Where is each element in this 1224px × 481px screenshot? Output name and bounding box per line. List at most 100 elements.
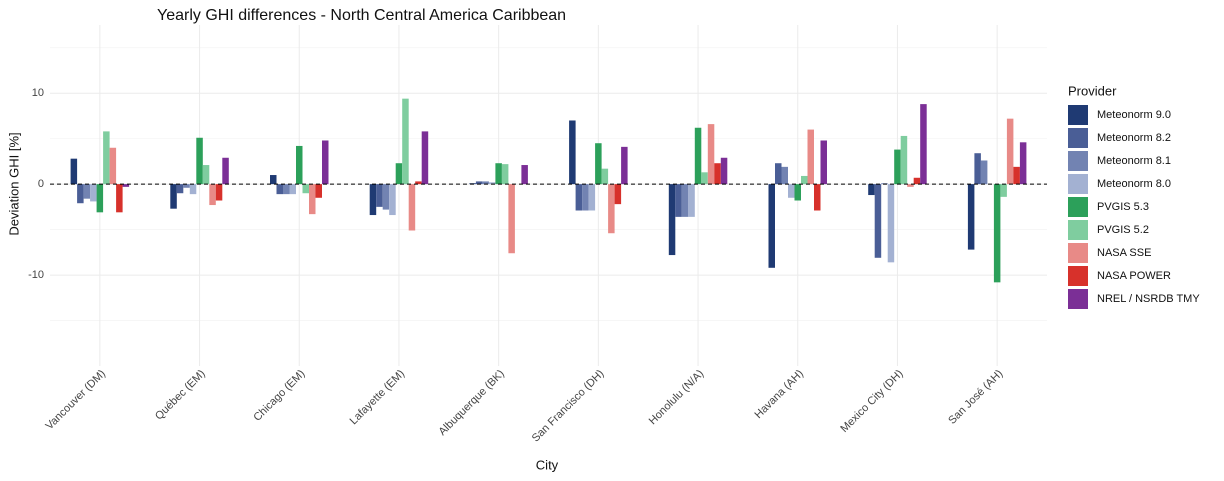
bar [668, 184, 676, 256]
bar [103, 131, 110, 185]
bar [196, 137, 203, 185]
bar [302, 184, 309, 194]
bar [1006, 118, 1014, 185]
x-tick-label: Vancouver (DM) [43, 368, 108, 433]
bar [83, 184, 91, 199]
x-tick-label: Chicago (EM) [251, 368, 307, 424]
x-tick-label: San José (AH) [946, 368, 1005, 427]
bar [376, 184, 383, 207]
bar [408, 184, 416, 231]
bar [913, 177, 921, 185]
x-tick-label: Mexico City (DH) [838, 368, 905, 435]
legend-swatch [1068, 128, 1088, 148]
bar [720, 157, 728, 185]
legend-label: Meteonorm 9.0 [1097, 109, 1171, 121]
legend-swatch [1068, 289, 1088, 309]
bar [595, 143, 602, 185]
bar [967, 184, 975, 250]
bar [215, 184, 223, 201]
y-tick-label: 10 [32, 87, 44, 99]
bar [402, 98, 409, 185]
bar [289, 184, 296, 195]
bar [77, 184, 84, 204]
bar [681, 184, 689, 217]
bar [170, 184, 177, 209]
legend-title: Provider [1068, 83, 1117, 98]
bar [614, 184, 622, 205]
bar [116, 184, 123, 213]
legend-swatch [1068, 151, 1088, 171]
bar [601, 168, 609, 185]
bar [887, 184, 895, 263]
chart-title: Yearly GHI differences - North Central A… [157, 7, 566, 24]
bar [768, 184, 775, 268]
bar [395, 163, 403, 185]
bar [270, 175, 277, 185]
bar [920, 104, 927, 185]
bar [495, 163, 502, 185]
x-tick-label: Lafayette (EM) [348, 368, 407, 427]
legend-swatch [1068, 105, 1088, 125]
bar [807, 129, 814, 185]
bar [382, 184, 390, 210]
bar [296, 145, 303, 185]
bar [283, 184, 290, 195]
bar [569, 120, 576, 185]
bar [788, 184, 795, 198]
y-tick-label: -10 [28, 269, 44, 281]
bar [694, 127, 702, 185]
bar [675, 184, 682, 217]
legend-label: NASA SSE [1097, 247, 1151, 259]
legend-swatch [1068, 197, 1088, 217]
bar [868, 184, 875, 196]
bar [488, 182, 496, 185]
x-tick-label: Honolulu (N/A) [647, 368, 706, 427]
bar [202, 165, 210, 185]
bar [122, 184, 130, 187]
legend-swatch [1068, 243, 1088, 263]
bar [482, 181, 489, 185]
bar [820, 140, 827, 185]
bar [276, 184, 283, 195]
bar [781, 166, 788, 185]
bar [1000, 184, 1007, 197]
bar [794, 184, 801, 201]
y-axis-title: Deviation GHI [%] [6, 132, 21, 235]
bar [688, 184, 695, 217]
legend-label: Meteonorm 8.2 [1097, 132, 1171, 144]
bar [714, 163, 721, 185]
bar [907, 184, 914, 187]
bar [209, 184, 216, 206]
bar [176, 184, 184, 194]
bar [322, 140, 329, 185]
bar [707, 124, 715, 185]
bar [521, 165, 528, 185]
bar [621, 146, 628, 185]
x-axis-title: City [536, 457, 559, 472]
bar [70, 158, 78, 185]
bar [222, 157, 229, 185]
bar [814, 184, 821, 211]
bar [315, 184, 322, 198]
bar [501, 164, 509, 185]
bar [608, 184, 615, 234]
bar [993, 184, 1001, 283]
legend-swatch [1068, 174, 1088, 194]
bar [183, 184, 190, 188]
legend-swatch [1068, 220, 1088, 240]
bar [974, 153, 981, 185]
bar [389, 184, 396, 216]
legend-label: PVGIS 5.2 [1097, 224, 1149, 236]
legend-label: PVGIS 5.3 [1097, 201, 1149, 213]
bar [369, 184, 377, 216]
x-tick-label: Albuquerque (BK) [437, 368, 507, 438]
bar [475, 181, 483, 185]
legend-label: NASA POWER [1097, 270, 1171, 282]
bar [980, 160, 988, 185]
bar [1013, 166, 1020, 185]
bar [90, 184, 97, 202]
bar [575, 184, 583, 211]
bar [894, 149, 901, 185]
bar [421, 131, 429, 185]
